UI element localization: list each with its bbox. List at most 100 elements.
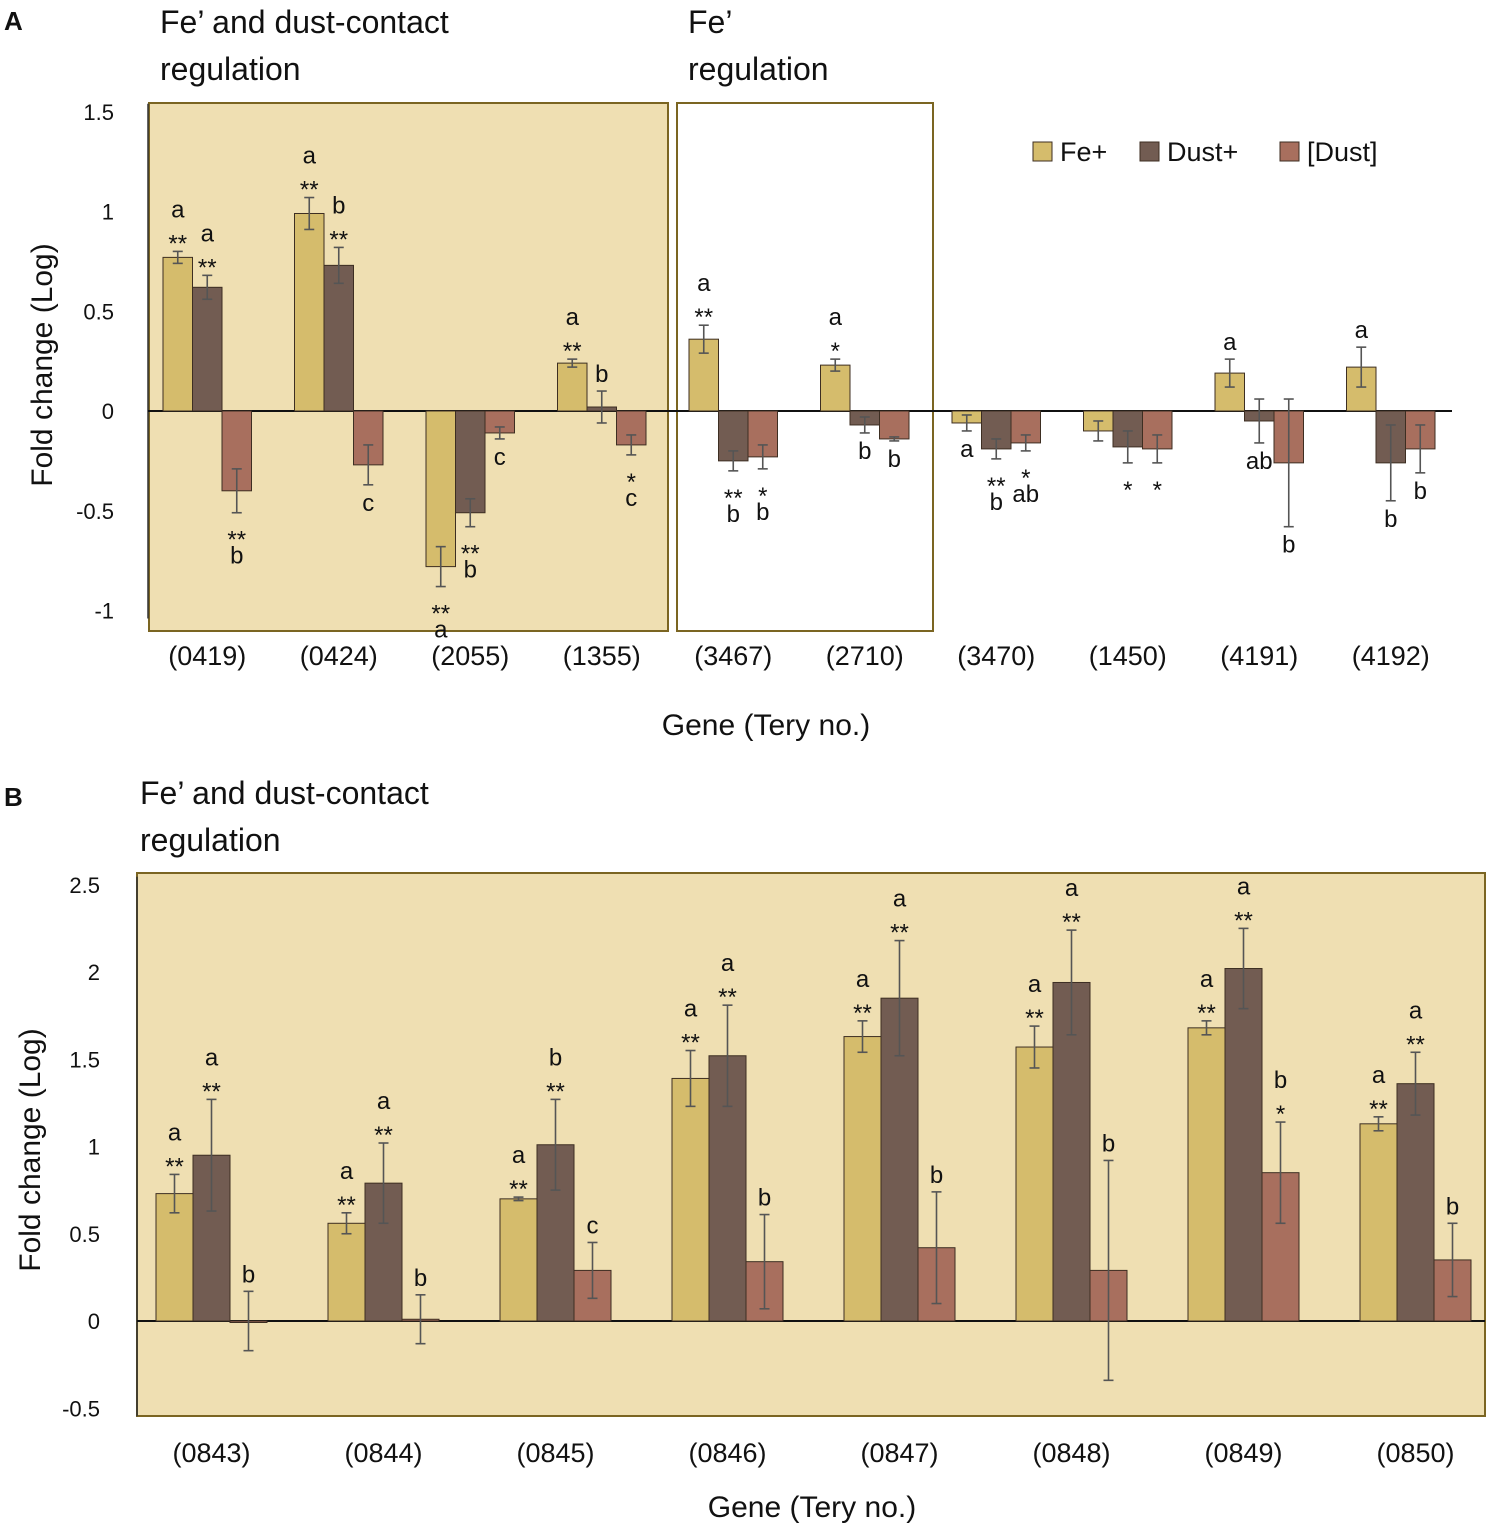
panel-b-significance-label: a (1237, 873, 1251, 900)
panel-a-region-box-1 (676, 102, 934, 632)
panel-a-bars (162, 196, 1436, 588)
panel-a-significance-label: ** (198, 254, 217, 281)
panel-a-x-tick-label: (3470) (957, 641, 1035, 671)
panel-b-region-title-0-line1: Fe’ and dust-contact (140, 775, 429, 811)
panel-a-significance-label: a (697, 270, 711, 297)
panel-a-significance-label: ** (431, 601, 450, 628)
panel-a-x-tick-label: (0419) (168, 641, 246, 671)
panel-a-significance-label: a (171, 196, 185, 223)
panel-b-significance-label: ** (890, 920, 909, 947)
panel-a-significance-label: b (756, 499, 769, 526)
panel-a-significance-label: a (1223, 329, 1237, 356)
panel-a-significance-label: c (625, 485, 637, 512)
panel-a-significance-label: a (201, 220, 215, 247)
panel-b-bars (155, 927, 1472, 1382)
panel-a-significance-label: b (1414, 478, 1427, 505)
panel-a-x-tick-label: (1450) (1089, 641, 1167, 671)
panel-b-significance-label: ** (1369, 1096, 1388, 1123)
panel-b-significance-label: a (1372, 1062, 1386, 1089)
panel-b-bar (1224, 968, 1263, 1322)
panel-b-y-tick-label: 0 (88, 1309, 100, 1334)
panel-a-bar (294, 212, 325, 412)
panel-b-significance-label: b (414, 1265, 427, 1292)
panel-b: B Fe’ and dust-contact regulation 2.5 2 1.5… (4, 775, 1486, 1524)
panel-b-significance-label: b (1102, 1130, 1115, 1157)
panel-letter-b: B (4, 782, 23, 812)
panel-a-significance-label: ab (1246, 448, 1273, 475)
panel-a-annotations: a**a****aa**a** a*aa aa**b****bb**bb**b *ab… (168, 143, 1427, 644)
panel-a-significance-label: a (1355, 317, 1369, 344)
panel-a-y-axis-label: Fold change (Log) (26, 243, 59, 487)
panel-b-significance-label: b (549, 1044, 562, 1071)
panel-a-significance-label: ** (987, 473, 1006, 500)
panel-b-x-tick-label: (0849) (1204, 1438, 1282, 1468)
panel-a-significance-label: * (627, 469, 636, 496)
panel-b-significance-label: ** (1025, 1005, 1044, 1032)
panel-a-region-title-0-line2: regulation (160, 51, 301, 87)
panel-a-axes: 1.5 1 0.5 0 -0.5 -1 (0419) (0424) (2055) (1355) (3… (76, 100, 1452, 671)
panel-a-significance-label: * (1021, 465, 1030, 492)
panel-a-significance-label: b (858, 438, 871, 465)
panel-b-significance-label: a (1200, 966, 1214, 993)
panel-b-bar (1396, 1083, 1435, 1322)
panel-b-region-title-0-line2: regulation (140, 822, 281, 858)
panel-b-x-tick-label: (0846) (688, 1438, 766, 1468)
panel-a-significance-label: c (362, 490, 374, 517)
panel-b-bar (1052, 981, 1091, 1322)
panel-a-x-tick-label: (4191) (1220, 641, 1298, 671)
panel-a-significance-label: ** (694, 304, 713, 331)
panel-b-significance-label: ** (202, 1078, 221, 1105)
panel-a-significance-label: a (960, 436, 974, 463)
panel-b-x-tick-label: (0844) (344, 1438, 422, 1468)
panel-b-y-axis-label: Fold change (Log) (14, 1028, 47, 1272)
panel-a-significance-label: a (566, 304, 580, 331)
panel-a-significance-label: a (829, 304, 843, 331)
panel-a-significance-label: c (494, 444, 506, 471)
panel-b-bar (1187, 1027, 1226, 1322)
panel-a-significance-label: ** (329, 226, 348, 253)
panel-a-region-title-1-line1: Fe’ (688, 4, 732, 40)
panel-a-legend-label-2: [Dust] (1307, 137, 1378, 167)
panel-a-significance-label: b (1282, 532, 1295, 559)
panel-a-bar (192, 286, 223, 412)
panel-b-significance-label: a (205, 1044, 219, 1071)
panel-a-significance-label: b (888, 446, 901, 473)
panel-b-significance-label: ** (337, 1192, 356, 1219)
panel-a-regions: Fe’ and dust-contact regulation Fe’ regulat… (148, 4, 934, 632)
panel-b-significance-label: a (721, 950, 735, 977)
panel-b-significance-label: ** (853, 1000, 872, 1027)
panel-b-significance-label: ** (546, 1078, 565, 1105)
panel-a-significance-label: b (230, 543, 243, 570)
panel-b-x-tick-label: (0850) (1376, 1438, 1454, 1468)
panel-a-y-tick-label: 0.5 (83, 299, 114, 324)
panel-b-y-tick-label: -0.5 (62, 1396, 100, 1421)
panel-a-significance-label: b (332, 192, 345, 219)
panel-b-significance-label: a (684, 996, 698, 1023)
panel-a-bar (1010, 410, 1041, 444)
panel-a-significance-label: a (434, 617, 448, 644)
panel-b-significance-label: b (1446, 1193, 1459, 1220)
panel-b-x-tick-label: (0845) (516, 1438, 594, 1468)
panel-b-x-tick-label: (0848) (1032, 1438, 1110, 1468)
panel-b-y-tick-label: 0.5 (69, 1222, 100, 1247)
panel-a-significance-label: b (595, 361, 608, 388)
panel-b-axes: 2.5 2 1.5 1 0.5 0 -0.5 (0843) (0844) (0845) (0846)… (62, 873, 1485, 1468)
panel-b-significance-label: ** (374, 1122, 393, 1149)
panel-b-significance-label: a (377, 1088, 391, 1115)
panel-b-significance-label: a (1028, 971, 1042, 998)
panel-b-bar (671, 1077, 710, 1322)
panel-a-bar (162, 256, 193, 412)
panel-a-bar (455, 410, 486, 514)
panel-a-x-tick-label: (1355) (563, 641, 641, 671)
panel-a-legend-swatch-1 (1139, 141, 1160, 162)
panel-a-significance-label: ** (461, 541, 480, 568)
panel-b-significance-label: ** (165, 1153, 184, 1180)
panel-a-legend-swatch-2 (1279, 141, 1300, 162)
panel-b-significance-label: ** (1062, 909, 1081, 936)
panel-b-x-tick-label: (0847) (860, 1438, 938, 1468)
panel-b-annotations: a ** a ** a ** a ** a ** a ** a ** a ** a ** a ** b ** a ** a ** a… (165, 873, 1459, 1291)
panel-b-significance-label: b (1274, 1067, 1287, 1094)
panel-b-significance-label: b (242, 1261, 255, 1288)
panel-a-significance-label: ab (1012, 481, 1039, 508)
panel-a-x-tick-label: (4192) (1352, 641, 1430, 671)
